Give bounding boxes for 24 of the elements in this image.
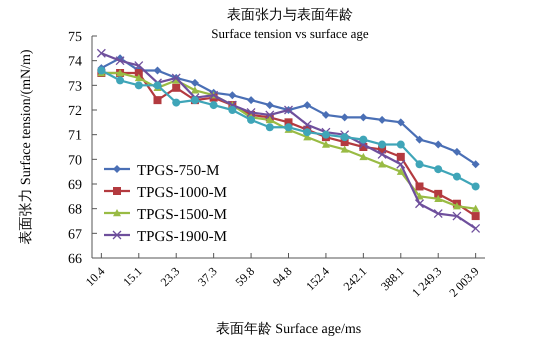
x-tick-label: 94.8 xyxy=(270,264,295,289)
y-tick-label: 75 xyxy=(68,30,82,45)
x-tick-label: 10.4 xyxy=(82,264,108,289)
chart-title: 表面张力与表面年龄 xyxy=(227,7,353,23)
y-tick-label: 72 xyxy=(68,104,82,119)
y-tick-label: 74 xyxy=(68,54,82,70)
legend-label: TPGS-1000-M xyxy=(137,185,228,201)
x-tick-label: 37.3 xyxy=(195,264,220,289)
chart-subtitle: Surface tension vs surface age xyxy=(211,26,369,41)
y-tick-label: 66 xyxy=(68,252,82,267)
y-tick-label: 67 xyxy=(68,227,82,242)
y-tick-label: 70 xyxy=(68,153,82,168)
y-axis-title: 表面张力 Surface tension/(mN/m) xyxy=(18,49,34,245)
y-tick-label: 68 xyxy=(68,202,82,218)
x-axis-title: 表面年龄 Surface age/ms xyxy=(216,321,362,337)
legend-label: TPGS-1900-M xyxy=(137,229,228,245)
x-tick-label: 23.3 xyxy=(158,264,182,289)
y-tick-label: 71 xyxy=(68,128,82,144)
x-tick-label: 15.1 xyxy=(120,264,145,289)
x-tick-label: 59.8 xyxy=(232,264,258,289)
legend-label: TPGS-1500-M xyxy=(137,207,228,223)
legend-label: TPGS-750-M xyxy=(137,163,220,179)
y-tick-label: 73 xyxy=(68,79,82,94)
y-tick-label: 69 xyxy=(68,178,82,193)
